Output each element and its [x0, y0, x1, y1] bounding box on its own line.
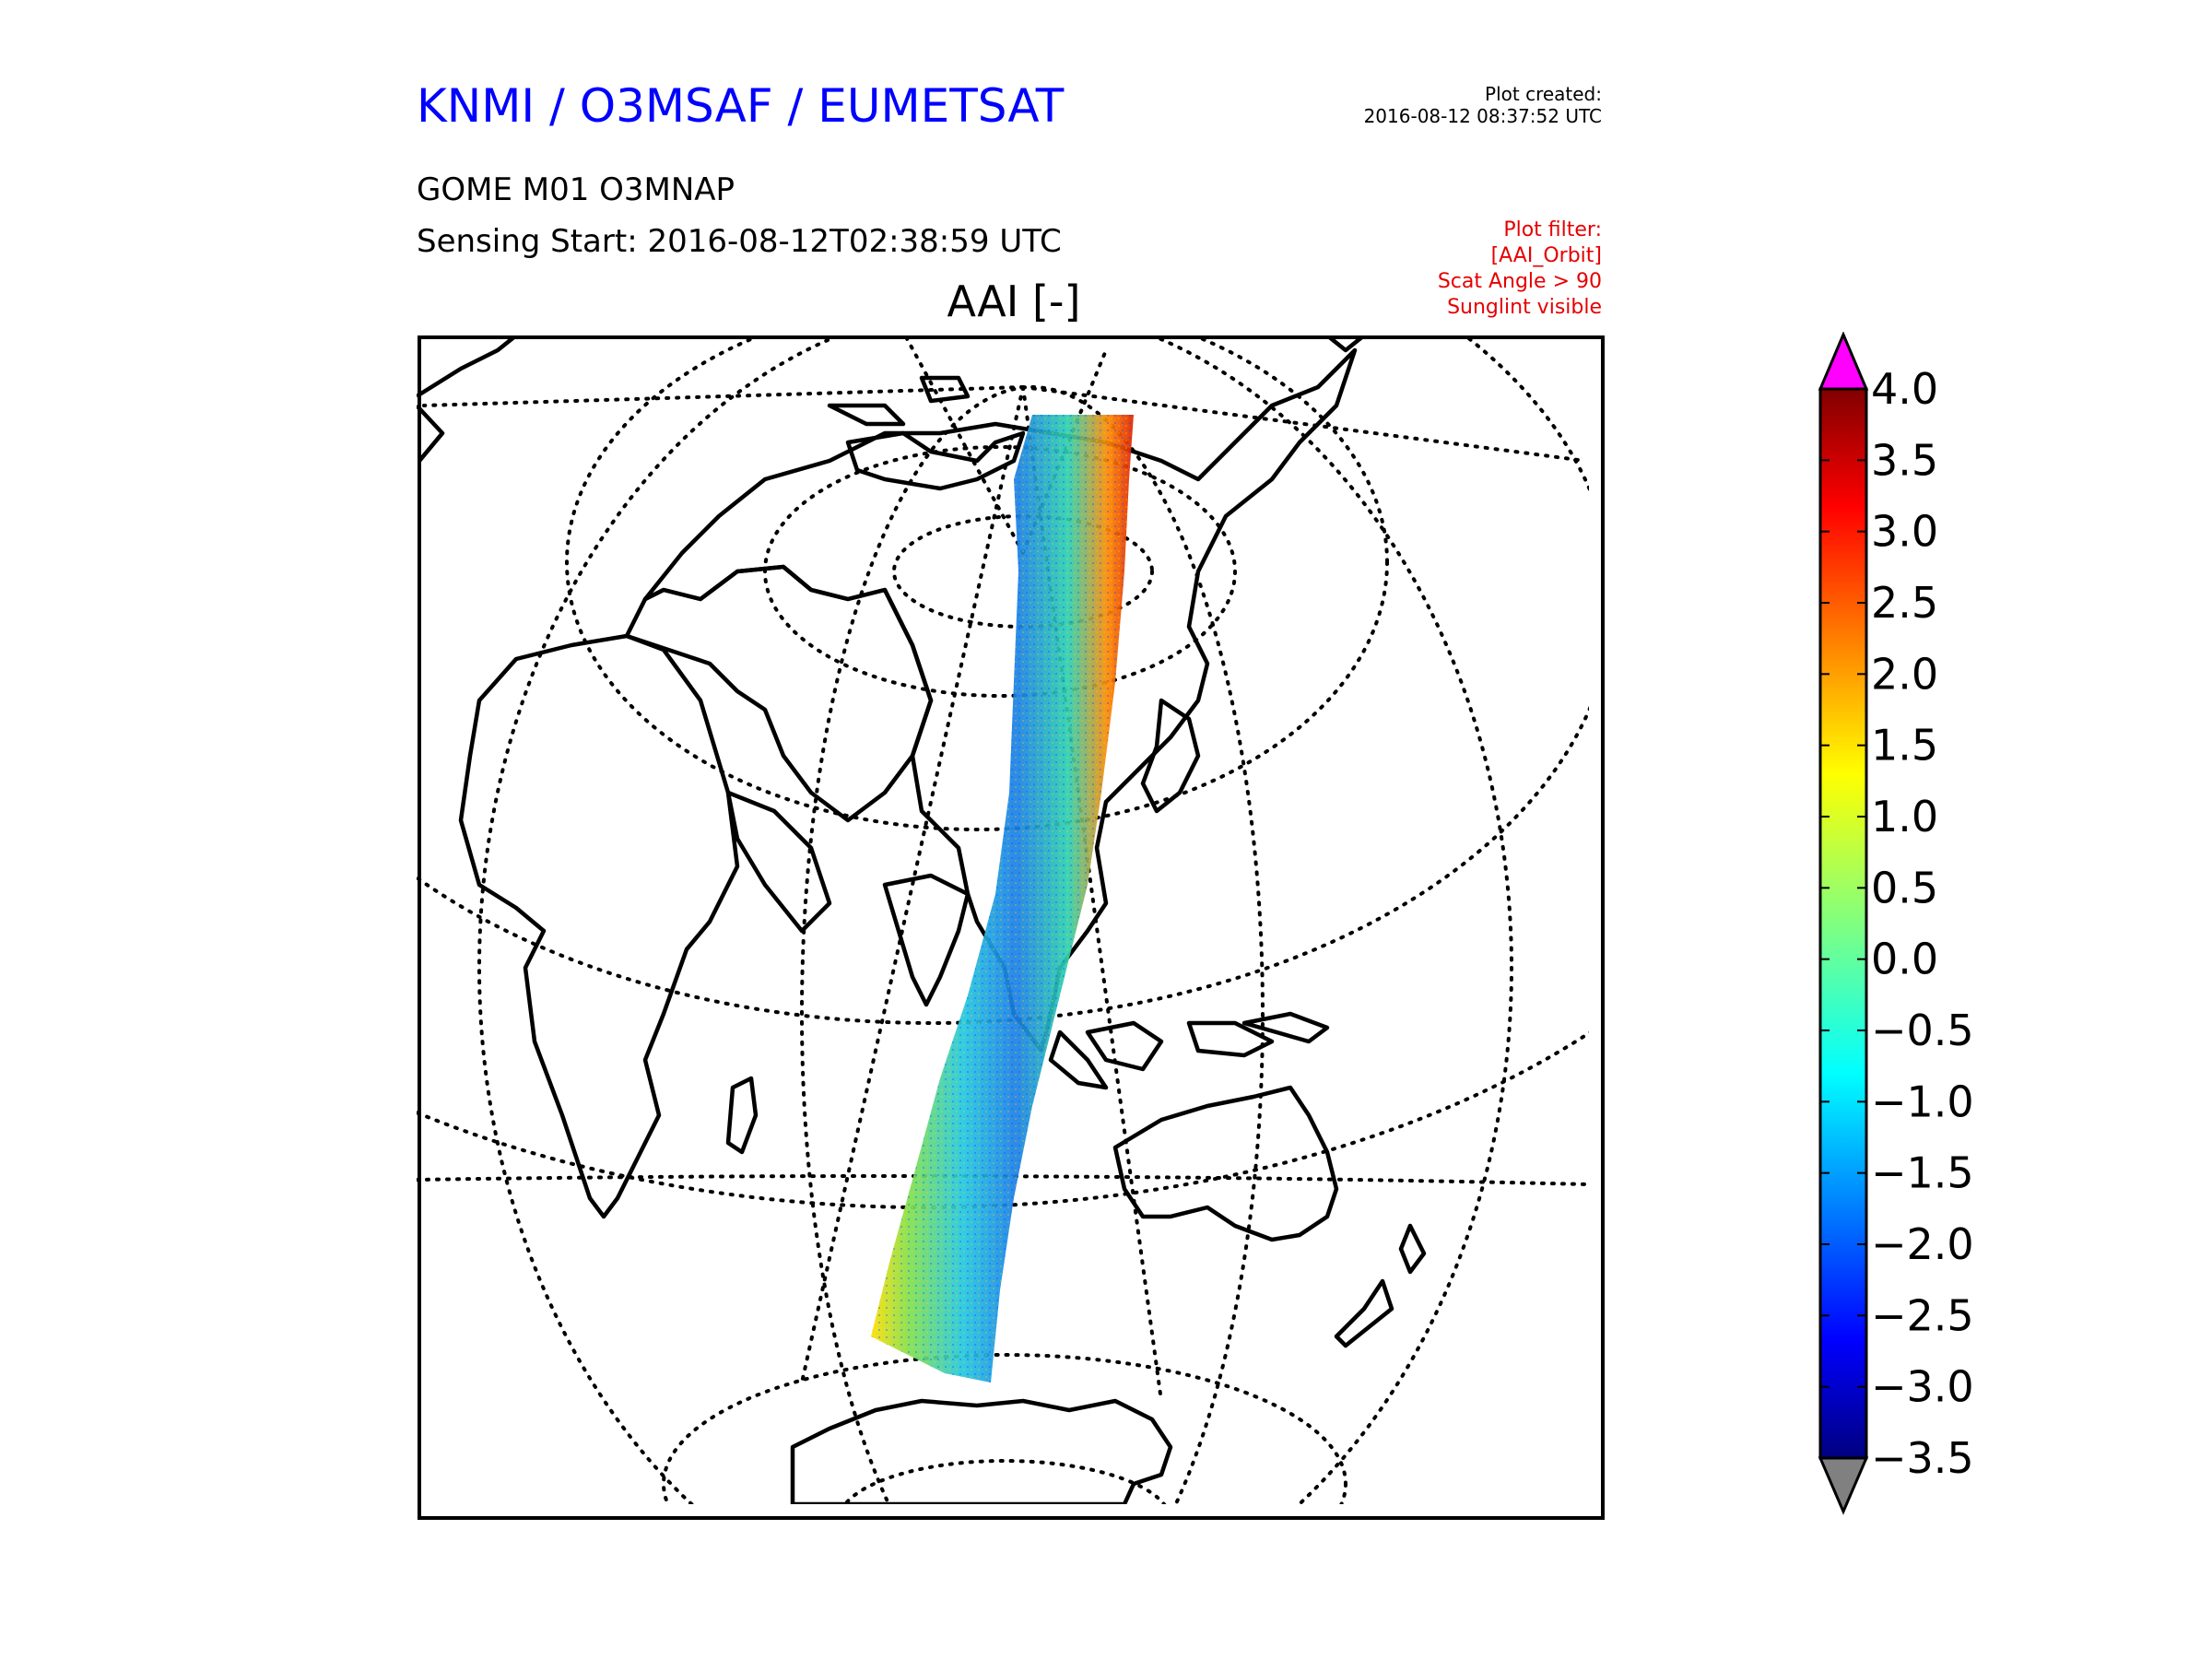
plot-created-value: 2016-08-12 08:37:52 UTC — [1363, 105, 1602, 127]
colorbar-tick-label: −1.5 — [1871, 1148, 1974, 1198]
colorbar-tick-label: −3.5 — [1871, 1433, 1974, 1483]
org-title: KNMI / O3MSAF / EUMETSAT — [417, 79, 1065, 133]
colorbar-tick-label: 1.0 — [1871, 792, 1938, 841]
colorbar-ticks: 4.0 3.5 3.0 2.5 2.0 1.5 1.0 0.5 0.0 −0.5 −1.0 −1.5 −… — [1820, 364, 1974, 1483]
colorbar-tick-label: 2.0 — [1871, 649, 1938, 699]
colorbar-tick-label: −1.0 — [1871, 1077, 1974, 1126]
colorbar-gradient — [1818, 387, 1868, 1460]
plot-created: Plot created: 2016-08-12 08:37:52 UTC — [1364, 83, 1602, 127]
colorbar-tick-label: −0.5 — [1871, 1006, 1974, 1055]
map-frame — [418, 335, 1605, 1520]
colorbar-tick-label: −2.5 — [1871, 1290, 1974, 1340]
coastlines — [417, 335, 1427, 1504]
colorbar-tick-label: −2.0 — [1871, 1219, 1974, 1269]
colorbar-tick-label: 0.0 — [1871, 935, 1938, 984]
plot-filter-label: Plot filter: — [1503, 218, 1602, 241]
colorbar-over-arrow — [1818, 332, 1869, 391]
map-title: AAI [-] — [947, 276, 1081, 326]
graticule — [417, 335, 1589, 1504]
colorbar-tick-label: −3.0 — [1871, 1362, 1974, 1412]
colorbar-tick-label: 0.5 — [1871, 863, 1938, 912]
colorbar-tick-label: 2.5 — [1871, 578, 1938, 628]
colorbar-tick-label: 4.0 — [1871, 364, 1938, 414]
colorbar-tick-label: 1.5 — [1871, 721, 1938, 771]
plot-created-label: Plot created: — [1485, 83, 1602, 105]
plot-filter-line-1: [AAI_Orbit] — [1490, 244, 1602, 267]
plot-filter-line-3: Sunglint visible — [1447, 296, 1602, 319]
colorbar: 4.0 3.5 3.0 2.5 2.0 1.5 1.0 0.5 0.0 −0.5 −1.0 −1.5 −… — [1818, 332, 1974, 1515]
plot-filter: Plot filter: [AAI_Orbit] Scat Angle > 90… — [1438, 218, 1602, 321]
colorbar-under-arrow — [1818, 1456, 1869, 1515]
colorbar-tick-label: 3.0 — [1871, 507, 1938, 557]
colorbar-tick-label: 3.5 — [1871, 435, 1938, 485]
sensing-start: Sensing Start: 2016-08-12T02:38:59 UTC — [417, 223, 1062, 260]
product-label: GOME M01 O3MNAP — [417, 171, 735, 208]
map-content — [417, 335, 1589, 1504]
satellite-swath — [871, 415, 1134, 1382]
plot-filter-line-2: Scat Angle > 90 — [1437, 270, 1602, 293]
